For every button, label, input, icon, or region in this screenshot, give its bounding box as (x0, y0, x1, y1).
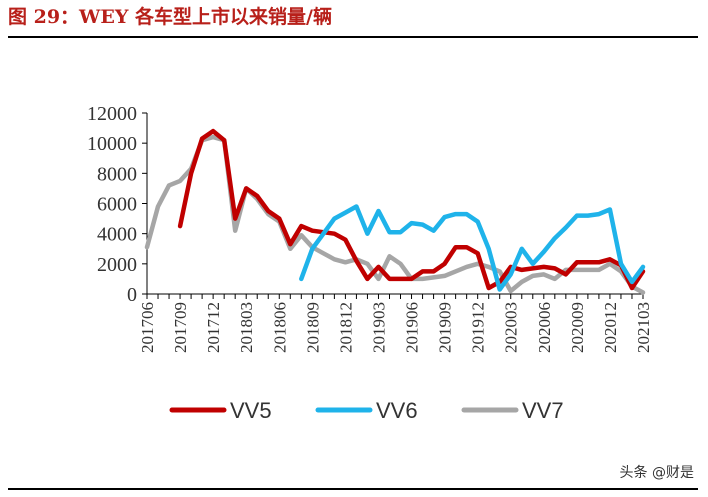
watermark-text: 头条 @财是 (619, 465, 694, 481)
x-tick-label: 202006 (535, 302, 554, 353)
x-tick-label: 201706 (138, 302, 157, 353)
x-tick-label: 201912 (469, 302, 488, 353)
y-tick-label: 8000 (97, 163, 137, 185)
x-tick-label: 201806 (270, 302, 289, 353)
y-tick-label: 0 (127, 284, 137, 306)
x-tick-label: 201903 (369, 302, 388, 353)
x-tick-label: 201709 (171, 302, 190, 353)
bottom-divider (8, 488, 698, 490)
x-tick-label: 202009 (568, 302, 587, 353)
series-line-vv5 (177, 128, 646, 291)
chart-title: 图 29：WEY 各车型上市以来销量/辆 (8, 6, 332, 28)
x-tick-label: 202003 (502, 302, 521, 353)
legend-label-vv5: VV5 (230, 398, 272, 423)
y-axis-ticks: 0 2000 4000 6000 8000 10000 12000 (87, 103, 147, 306)
x-tick-label: 202103 (634, 302, 653, 353)
y-tick-label: 12000 (87, 103, 137, 125)
x-tick-label: 201909 (436, 302, 455, 353)
x-tick-label: 201712 (204, 302, 223, 353)
series-line-vv6 (299, 204, 646, 292)
y-tick-label: 2000 (97, 254, 137, 276)
y-tick-label: 4000 (97, 224, 137, 246)
x-tick-label: 201812 (336, 302, 355, 353)
legend-label-vv6: VV6 (376, 398, 418, 423)
x-tick-label: 201906 (403, 302, 422, 353)
y-tick-label: 6000 (97, 194, 137, 216)
y-tick-label: 10000 (87, 133, 137, 155)
x-tick-label: 201809 (303, 302, 322, 353)
x-axis-ticks: 201706 201709 201712 201803 201806 201809 2018… (138, 294, 653, 353)
title-divider (8, 36, 698, 38)
x-tick-label: 201803 (237, 302, 256, 353)
series-lines (144, 128, 646, 295)
legend-label-vv7: VV7 (522, 398, 564, 423)
chart-legend: VV5 VV6 VV7 (169, 398, 564, 423)
x-tick-label: 202012 (601, 302, 620, 353)
